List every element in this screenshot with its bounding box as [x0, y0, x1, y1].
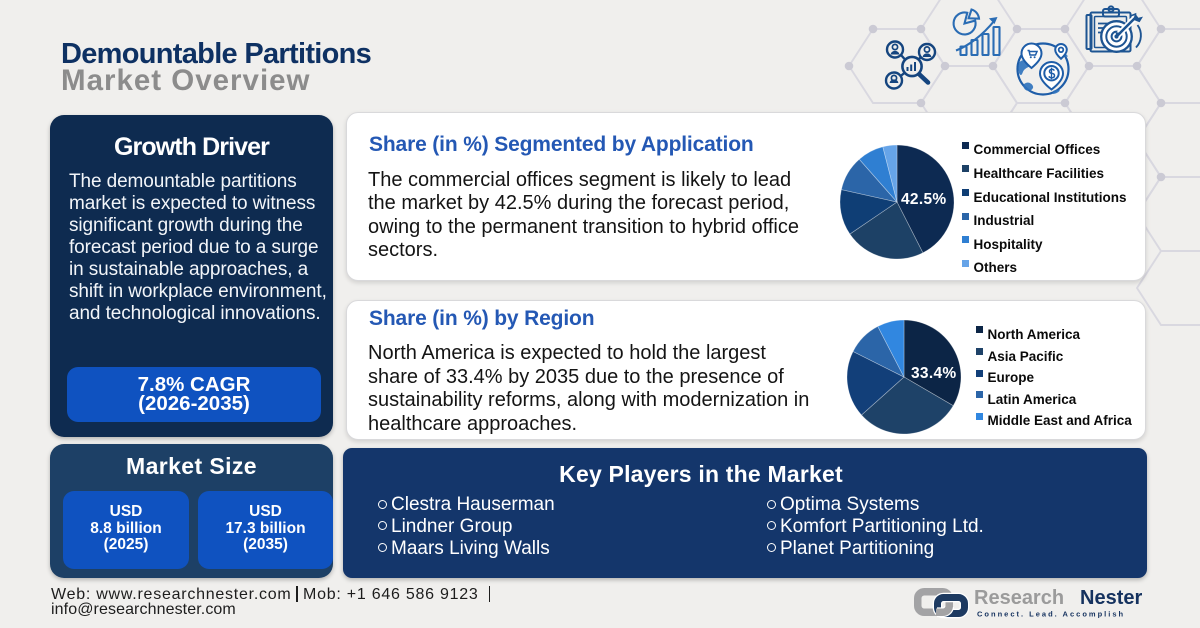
svg-text:Research: Research [974, 587, 1064, 609]
svg-text:Nester: Nester [1080, 587, 1142, 609]
svg-text:Connect. Lead. Accomplish: Connect. Lead. Accomplish [977, 610, 1125, 619]
